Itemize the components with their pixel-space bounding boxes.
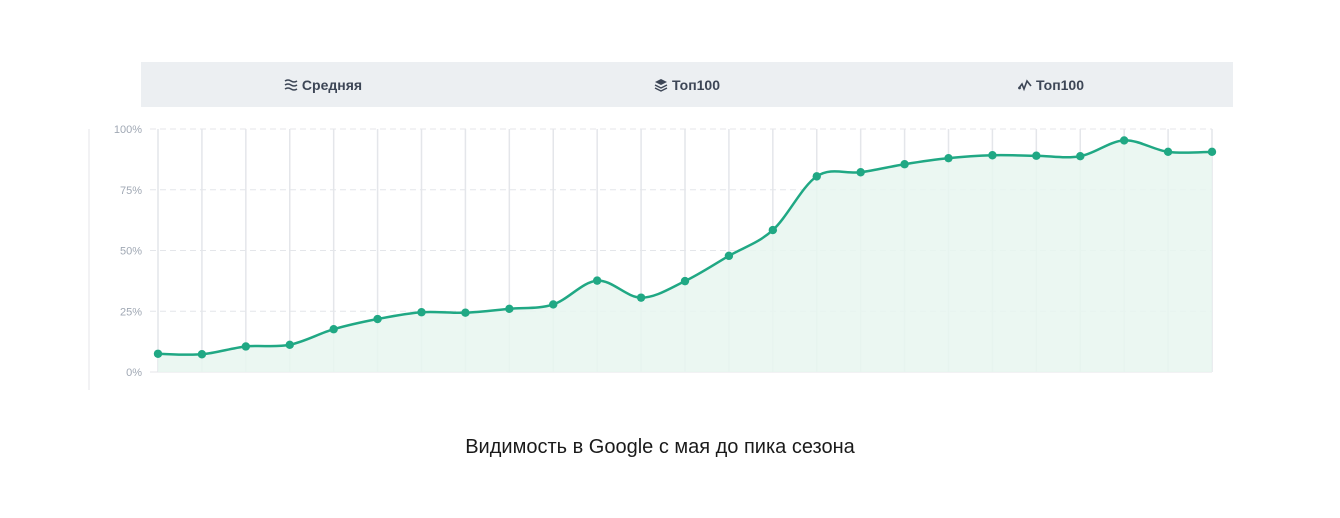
data-point <box>1076 152 1085 161</box>
metric-tabs: Средняя Топ100 Топ100 <box>141 62 1233 107</box>
y-tick-label: 25% <box>120 306 142 318</box>
data-point <box>1119 136 1129 145</box>
tab-average[interactable]: Средняя <box>141 62 505 107</box>
lines-icon <box>284 78 298 91</box>
chart-caption: Видимость в Google с мая до пика сезона <box>465 436 855 458</box>
y-tick-label: 0% <box>126 367 142 379</box>
data-point <box>1207 147 1217 157</box>
data-point <box>636 293 646 302</box>
data-point <box>153 349 163 358</box>
visibility-chart: 0% 25% 50% 75% 100% <box>88 124 1217 390</box>
pulse-icon <box>1018 78 1032 91</box>
data-point <box>505 304 514 314</box>
data-point <box>900 160 909 169</box>
data-point <box>724 251 734 261</box>
data-point <box>241 342 251 351</box>
data-point <box>197 350 207 359</box>
data-point <box>592 276 602 285</box>
data-point <box>988 151 997 160</box>
data-point <box>549 300 558 309</box>
data-point <box>373 314 382 324</box>
data-point <box>1032 151 1041 160</box>
tab-top100-layers[interactable]: Топ100 <box>505 62 869 107</box>
data-point <box>285 340 294 349</box>
y-tick-label: 100% <box>114 124 142 136</box>
data-point <box>1163 147 1173 157</box>
data-point <box>329 325 338 334</box>
data-point <box>417 308 426 317</box>
data-point <box>461 308 470 317</box>
y-tick-label: 75% <box>120 185 142 197</box>
tab-top100-pulse[interactable]: Топ100 <box>869 62 1233 107</box>
data-point <box>768 225 778 235</box>
tab-top100-layers-label: Топ100 <box>671 76 721 93</box>
data-point <box>944 153 953 163</box>
y-tick-label: 50% <box>120 246 142 258</box>
layers-icon <box>654 78 668 92</box>
data-point <box>856 168 865 177</box>
data-point <box>680 276 690 286</box>
tab-average-label: Средняя <box>301 76 363 93</box>
data-point <box>812 172 821 181</box>
tab-top100-pulse-label: Топ100 <box>1035 76 1085 93</box>
